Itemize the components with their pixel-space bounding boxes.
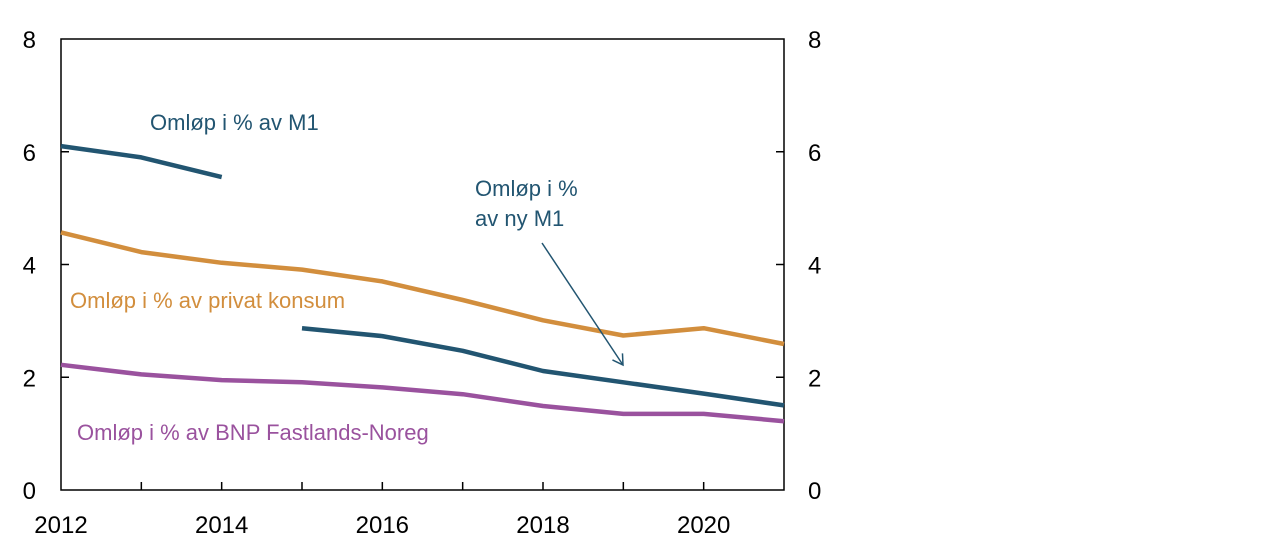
- x-tick-label: 2018: [516, 512, 569, 539]
- x-tick-label: 2014: [195, 512, 248, 539]
- y-tick-label-right: 0: [808, 478, 821, 505]
- y-tick-label-left: 0: [23, 478, 36, 505]
- annotation-bnp: Omløp i % av BNP Fastlands-Noreg: [77, 420, 429, 445]
- annotation-m1: Omløp i % av M1: [150, 110, 319, 135]
- y-tick-label-left: 8: [23, 27, 36, 54]
- x-tick-label: 2020: [677, 512, 730, 539]
- y-tick-label-left: 6: [23, 140, 36, 167]
- annotation-ny-m1-line1: Omløp i %: [475, 176, 578, 201]
- x-tick-label: 2012: [34, 512, 87, 539]
- annotation-ny-m1-line2: av ny M1: [475, 206, 564, 231]
- series-line-konsum: [60, 230, 785, 347]
- y-tick-label-right: 8: [808, 27, 821, 54]
- y-tick-label-left: 2: [23, 365, 36, 392]
- axis-tick-labels: 2012 2014 2016 2018 2020 0 0 2 2 4 4 6 6 8 8: [23, 27, 822, 539]
- x-tick-label: 2016: [356, 512, 409, 539]
- y-tick-label-right: 6: [808, 140, 821, 167]
- series-lines: [60, 143, 785, 424]
- series-line-ny_m1: [301, 325, 785, 408]
- series-line-bnp: [60, 362, 785, 424]
- series-line-m1: [60, 143, 223, 180]
- axis-ticks: [61, 151, 784, 490]
- annotation-konsum: Omløp i % av privat konsum: [70, 288, 345, 313]
- y-tick-label-right: 2: [808, 365, 821, 392]
- y-tick-label-right: 4: [808, 253, 821, 280]
- annotation-arrow: [541, 242, 624, 367]
- y-tick-label-left: 4: [23, 253, 36, 280]
